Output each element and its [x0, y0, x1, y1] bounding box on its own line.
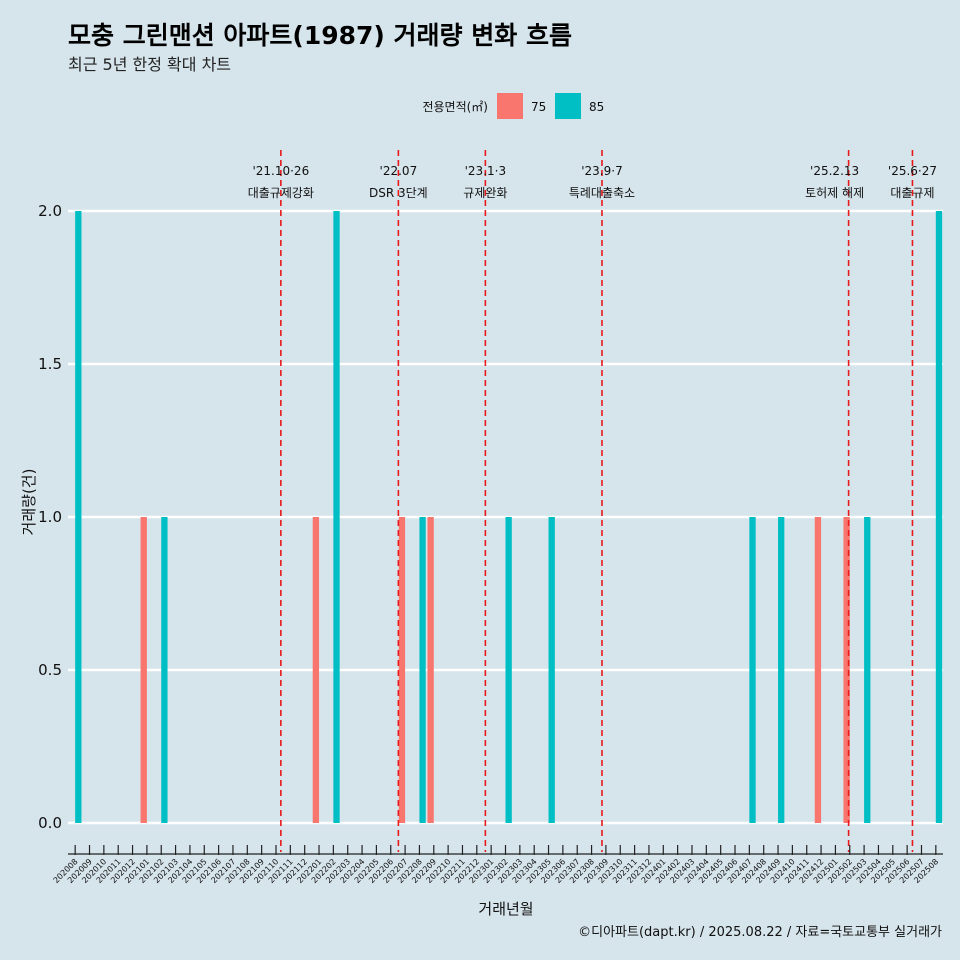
- bar-75-202209: [427, 517, 434, 823]
- legend: 전용면적(㎡) 75 85: [422, 93, 604, 119]
- bar-85-202407: [749, 517, 756, 823]
- legend-swatch-85: [555, 93, 581, 119]
- bar-85-202503: [864, 517, 871, 823]
- bar-75-202201: [312, 517, 320, 823]
- bar-85-202409: [778, 517, 785, 823]
- y-tick-label-2: 1.0: [38, 508, 62, 526]
- legend-label-85: 85: [589, 100, 604, 114]
- bar-85-202208: [419, 517, 426, 823]
- bar-85-202008: [75, 211, 82, 823]
- event-date-3: '23.9·7: [581, 164, 622, 178]
- bar-85-202508: [935, 211, 943, 823]
- event-label-5: 대출규제: [890, 186, 934, 200]
- y-axis-ticks: 0.0 0.5 1.0 1.5 2.0: [38, 202, 62, 832]
- event-label-3: 특례대출축소: [569, 186, 635, 200]
- event-date-5: '25.6·27: [888, 164, 937, 178]
- chart-subtitle: 최근 5년 한정 확대 차트: [68, 55, 231, 74]
- bar-85-202202: [333, 211, 340, 823]
- event-date-0: '21.10·26: [252, 164, 309, 178]
- event-date-1: '22.07: [380, 164, 418, 178]
- bars: [75, 211, 943, 823]
- bar-75-202207: [398, 517, 406, 823]
- caption: ©디아파트(dapt.kr) / 2025.08.22 / 자료=국토교통부 실…: [578, 925, 942, 940]
- y-axis-label: 거래량(건): [20, 469, 38, 536]
- bar-75-202412: [814, 517, 822, 823]
- legend-label-75: 75: [531, 100, 546, 114]
- x-axis-label: 거래년월: [478, 900, 533, 918]
- bar-75-202502: [843, 517, 850, 823]
- bar-85-202302: [505, 517, 512, 823]
- y-tick-label-1: 0.5: [38, 661, 62, 679]
- y-tick-label-4: 2.0: [38, 202, 62, 220]
- bar-85-202305: [548, 517, 555, 823]
- y-tick-label-0: 0.0: [38, 814, 62, 832]
- bar-75-202101: [140, 517, 147, 823]
- legend-swatch-75: [497, 93, 523, 119]
- event-label-2: 규제완화: [463, 186, 507, 200]
- y-tick-label-3: 1.5: [38, 355, 62, 373]
- event-date-4: '25.2.13: [810, 164, 859, 178]
- event-label-4: 토허제 해제: [805, 186, 864, 200]
- event-date-2: '23.1·3: [465, 164, 506, 178]
- bar-85-202102: [161, 517, 168, 823]
- legend-title: 전용면적(㎡): [422, 100, 488, 114]
- event-label-1: DSR 3단계: [369, 186, 428, 200]
- event-label-0: 대출규제강화: [248, 186, 314, 200]
- x-axis: 2020082020092020102020112020122021012021…: [52, 845, 943, 885]
- event-lines: '21.10·26 대출규제강화 '22.07 DSR 3단계 '23.1·3 규제완화 '…: [248, 150, 937, 852]
- chart-title: 모충 그린맨션 아파트(1987) 거래량 변화 흐름: [68, 21, 572, 50]
